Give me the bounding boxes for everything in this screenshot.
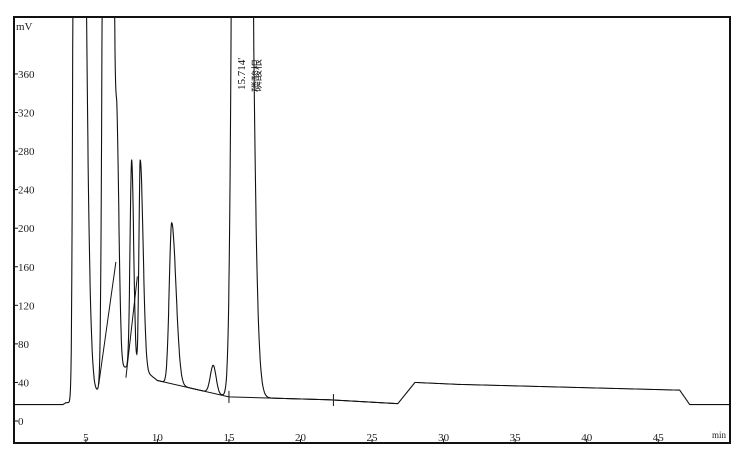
integration-baseline xyxy=(125,276,138,378)
y-tick-label: 280 xyxy=(18,146,35,158)
x-tick-label: 5 xyxy=(83,432,89,444)
peak-name-label: 磷酸根 xyxy=(249,59,263,92)
y-tick-label: 360 xyxy=(18,69,35,81)
x-tick-label: 25 xyxy=(367,432,379,444)
y-tick-label: 240 xyxy=(18,185,35,197)
x-tick-label: 45 xyxy=(653,432,665,444)
x-tick-label: 20 xyxy=(295,432,307,444)
x-tick-label: 10 xyxy=(152,432,164,444)
y-tick-label: 0 xyxy=(18,416,24,428)
x-tick-label: 30 xyxy=(438,432,450,444)
y-tick-label: 160 xyxy=(18,262,35,274)
plot-frame xyxy=(13,16,731,444)
x-tick-label: 40 xyxy=(581,432,593,444)
y-axis-label: mV xyxy=(16,21,33,33)
y-tick-label: 200 xyxy=(18,223,35,235)
integration-baseline xyxy=(98,261,117,385)
signal-trace xyxy=(14,18,730,406)
retention-time-label: 15.714' xyxy=(236,58,248,90)
y-tick-label: 120 xyxy=(18,300,35,312)
y-tick-label: 80 xyxy=(18,339,30,351)
x-axis-label: min xyxy=(712,430,727,440)
x-tick-label: 15 xyxy=(223,432,235,444)
x-tick-label: 35 xyxy=(510,432,522,444)
y-tick-label: 40 xyxy=(18,377,30,389)
y-tick-label: 320 xyxy=(18,108,35,120)
integration-baseline xyxy=(157,380,398,405)
